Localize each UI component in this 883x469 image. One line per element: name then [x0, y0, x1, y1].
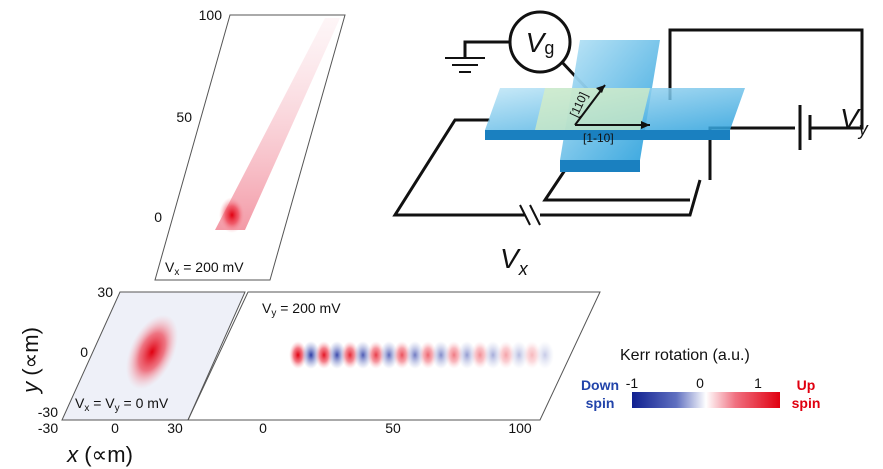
tick: 0 — [696, 375, 704, 391]
up-label: Up — [797, 377, 816, 393]
vy-label: Vy — [840, 103, 869, 139]
circuit: Vg [110] [1-10] Vy Vx — [395, 12, 869, 279]
legend-title: Kerr rotation (a.u.) — [620, 347, 750, 364]
tick: 0 — [111, 420, 119, 436]
tick: -30 — [38, 404, 58, 420]
tick: -1 — [626, 375, 639, 391]
panel-label: Vx = 200 mV — [165, 259, 244, 278]
up-label: spin — [792, 395, 821, 411]
tick: 0 — [80, 344, 88, 360]
figure: 100 50 0 Vx = 200 mV 30 0 -30 -30 0 30 V… — [0, 0, 883, 469]
top-panel: 100 50 0 Vx = 200 mV — [154, 7, 345, 280]
y-label: y (∝m) — [18, 327, 43, 395]
tick: 30 — [97, 284, 113, 300]
spin-blob — [536, 341, 554, 369]
tick: 100 — [199, 7, 223, 23]
tick: 1 — [754, 375, 762, 391]
right-panel: 0 50 100 Vy = 200 mV — [188, 292, 600, 436]
direction: [1-10] — [583, 131, 614, 145]
down-label: Down — [581, 377, 619, 393]
x-label: x (∝m) — [66, 442, 133, 467]
tick: 50 — [176, 109, 192, 125]
tick: -30 — [38, 420, 58, 436]
tick: 0 — [259, 420, 267, 436]
colorbar — [632, 392, 780, 408]
tick: 100 — [508, 420, 532, 436]
panel-label: Vy = 200 mV — [262, 300, 341, 319]
legend: Kerr rotation (a.u.) -1 0 1 Down spin Up… — [581, 347, 820, 411]
tick: 30 — [167, 420, 183, 436]
down-label: spin — [586, 395, 615, 411]
left-panel: 30 0 -30 -30 0 30 Vx = Vy = 0 mV y (∝m) … — [18, 284, 245, 467]
tick: 50 — [385, 420, 401, 436]
tick: 0 — [154, 209, 162, 225]
vx-label: Vx — [500, 243, 529, 279]
